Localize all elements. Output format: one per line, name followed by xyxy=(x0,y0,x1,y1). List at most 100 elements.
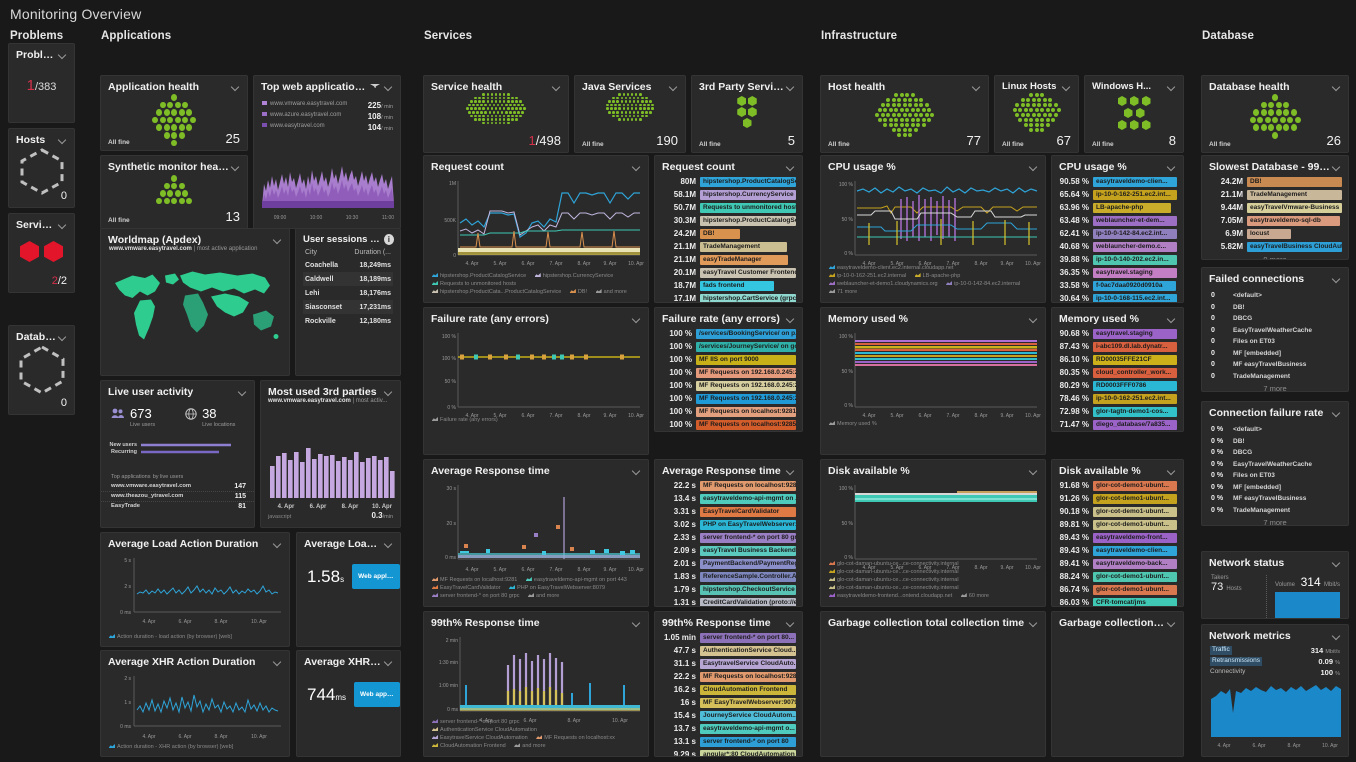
tile-memory-chart[interactable]: Memory used % 100 % 50 % 0 % 4. Apr 5. A… xyxy=(820,307,1046,455)
list-item[interactable]: 6.9M locust xyxy=(1209,228,1342,240)
chevron-down-icon[interactable] xyxy=(971,81,982,92)
list-item[interactable]: 1.79 s hipstershop.CheckoutService xyxy=(662,584,796,596)
chevron-down-icon[interactable] xyxy=(551,81,562,92)
chevron-down-icon[interactable] xyxy=(57,331,68,342)
chevron-down-icon[interactable] xyxy=(1166,617,1177,628)
list-item[interactable]: 1.83 s ReferenceSample.Controller.Azure xyxy=(662,571,796,583)
chevron-down-icon[interactable] xyxy=(383,538,394,549)
chevron-down-icon[interactable] xyxy=(785,161,796,172)
chevron-down-icon[interactable] xyxy=(57,49,68,60)
tile-average-load-action-duration[interactable]: Average Load Action Duration 5 s 2 s 0 m… xyxy=(100,532,290,647)
tile-services-problems[interactable]: Services 2/2 xyxy=(8,213,75,293)
list-item[interactable]: 89.43 % easytraveldemo-clien... xyxy=(1059,545,1177,557)
list-item[interactable]: 89.41 % easytraveldemo-back... xyxy=(1059,558,1177,570)
tile-application-health[interactable]: Application health All fine 25 xyxy=(100,75,248,151)
list-item[interactable]: 0 % MF easyTravelBusiness xyxy=(1211,493,1342,505)
tile-databases-problems[interactable]: Databa... 0 xyxy=(8,325,75,415)
chevron-down-icon[interactable] xyxy=(1331,557,1342,568)
chevron-down-icon[interactable] xyxy=(1166,161,1177,172)
tile-p99-list[interactable]: 99th% Response time 1.05 min server front… xyxy=(654,611,803,757)
list-item[interactable]: 88.24 % glor-cot-demo1-ubunt... xyxy=(1059,571,1177,583)
list-item[interactable]: 30.64 % ip-10-0-168-115.ec2.int... xyxy=(1059,293,1177,302)
list-item[interactable]: 13.4 s easytraveldemo-api-mgmt on ... xyxy=(662,493,796,505)
chevron-down-icon[interactable] xyxy=(1331,407,1342,418)
list-item[interactable]: 0 % <default> xyxy=(1211,424,1342,436)
tile-java-services[interactable]: Java Services All fine 190 xyxy=(574,75,686,153)
tile-cpu-list[interactable]: CPU usage % 90.58 % easytraveldemo-clien.… xyxy=(1051,155,1184,303)
tile-gc-chart[interactable]: Garbage collection total collection time xyxy=(820,611,1046,757)
list-item[interactable]: 30.3M hipstershop.ProductCatalogSe... xyxy=(662,215,796,227)
list-item[interactable]: 0 DB! xyxy=(1211,302,1342,314)
tile-live-user-activity[interactable]: Live user activity 673 Live users 38 Liv… xyxy=(100,380,255,528)
list-item[interactable]: 0 % DB! xyxy=(1211,436,1342,448)
tile-3rd-party-services[interactable]: 3rd Party Services All fine 5 xyxy=(691,75,803,153)
tile-memory-list[interactable]: Memory used % 90.68 % easytravel.staging 8… xyxy=(1051,307,1184,432)
connection-failure-more[interactable]: 7 more xyxy=(1263,518,1287,526)
list-item[interactable]: www.theazou_ytravel.com 115 xyxy=(101,492,254,502)
tile-hosts[interactable]: Hosts 0 xyxy=(8,128,75,208)
tile-synthetic-monitor-health[interactable]: Synthetic monitor health All fine 13 xyxy=(100,155,248,229)
list-item[interactable]: 58.1M hipstershop.CurrencyService xyxy=(662,189,796,201)
avg-xhr-chip[interactable]: Web applicati... xyxy=(354,682,400,707)
list-item[interactable]: 13.7 s easytraveldemo-api-mgmt o... xyxy=(662,723,796,735)
list-item[interactable]: 86.10 % RD00035FFE21CF xyxy=(1059,354,1177,366)
table-row[interactable]: Siasconset 17,231ms xyxy=(303,300,393,314)
list-item[interactable]: www.vmware.easytravel.com 147 xyxy=(101,482,254,492)
tile-connection-failure-rate[interactable]: Connection failure rate 0 % <default> 0 % D… xyxy=(1201,401,1349,526)
list-item[interactable]: 91.68 % glor-cot-demo1-ubunt... xyxy=(1059,480,1177,492)
table-row[interactable]: Rockville 12,180ms xyxy=(303,314,393,328)
list-item[interactable]: 5.82M easyTravelBusiness CloudAuto... xyxy=(1209,241,1342,253)
chevron-down-icon[interactable] xyxy=(1061,81,1072,92)
chevron-down-icon[interactable] xyxy=(57,219,68,230)
list-item[interactable]: 0 MF easyTravelBusiness xyxy=(1211,359,1342,371)
list-item[interactable]: 13.1 s server frontend-* on port 80 xyxy=(662,736,796,748)
list-item[interactable]: 100 % MF Requests on localhost:9281 xyxy=(662,406,796,418)
list-item[interactable]: 1.31 s CreditCardValidation (proto://ea..… xyxy=(662,597,796,606)
chevron-down-icon[interactable] xyxy=(785,465,796,476)
chevron-down-icon[interactable] xyxy=(230,161,241,172)
list-item[interactable]: 9.44M easyTravelVmware-Business xyxy=(1209,202,1342,214)
chevron-down-icon[interactable] xyxy=(57,134,68,145)
list-item[interactable]: 65.64 % ip-10-0-162-251.ec2.int... xyxy=(1059,189,1177,201)
tile-network-status[interactable]: Network status Takers 73 Hosts Volume 31… xyxy=(1201,551,1349,619)
list-item[interactable]: 100 % /services/JourneyService/ on go... xyxy=(662,341,796,353)
list-item[interactable]: 3.31 s EasyTravelCardValidator xyxy=(662,506,796,518)
tile-worldmap-apdex[interactable]: Worldmap (Apdex) www.vmware.easytravel.c… xyxy=(100,228,290,376)
tile-average-xhr-action-value[interactable]: Average XHR Ac... 744ms Web applicati... xyxy=(296,650,401,757)
chevron-down-icon[interactable] xyxy=(272,538,283,549)
list-item[interactable]: 0 % DBCG xyxy=(1211,447,1342,459)
chevron-down-icon[interactable] xyxy=(1166,465,1177,476)
filter-icon[interactable] xyxy=(369,81,381,93)
chevron-down-icon[interactable] xyxy=(1028,161,1039,172)
tile-request-count-chart[interactable]: Request count 1M 500K 0 4. Apr 5. Apr 6.… xyxy=(423,155,649,303)
list-item[interactable]: 0 % Files on ET03 xyxy=(1211,470,1342,482)
list-item[interactable]: 2.01 s PaymentBackend/PaymentReg... xyxy=(662,558,796,570)
list-item[interactable]: 3.02 s PHP on EasyTravelWebserver:8... xyxy=(662,519,796,531)
chevron-down-icon[interactable] xyxy=(272,234,283,245)
list-item[interactable]: 100 % MF Requests on 192.168.0.245:25 xyxy=(662,380,796,392)
tile-average-xhr-action-duration[interactable]: Average XHR Action Duration 2 s 1 s 0 ms… xyxy=(100,650,290,757)
list-item[interactable]: 39.88 % ip-10-0-140-202.ec2.in... xyxy=(1059,254,1177,266)
chevron-down-icon[interactable] xyxy=(383,656,394,667)
tile-failure-rate-list[interactable]: Failure rate (any errors) 100 % /services… xyxy=(654,307,803,432)
list-item[interactable]: 7.05M easytraveldemo-sql-db xyxy=(1209,215,1342,227)
list-item[interactable]: 0 % MF [embedded] xyxy=(1211,482,1342,494)
chevron-down-icon[interactable] xyxy=(785,617,796,628)
tile-problems[interactable]: Problems 1/383 xyxy=(8,43,75,123)
list-item[interactable]: 21.1M TradeManagement xyxy=(662,241,796,253)
chevron-down-icon[interactable] xyxy=(631,465,642,476)
tile-service-health[interactable]: Service health 1/498 xyxy=(423,75,569,153)
chevron-down-icon[interactable] xyxy=(383,386,394,397)
chevron-down-icon[interactable] xyxy=(1331,630,1342,641)
chevron-down-icon[interactable] xyxy=(1331,81,1342,92)
tile-linux-hosts[interactable]: Linux Hosts All fine 67 xyxy=(994,75,1079,153)
list-item[interactable]: 50.7M Requests to unmonitored hosts xyxy=(662,202,796,214)
info-icon[interactable]: i xyxy=(383,234,394,245)
list-item[interactable]: 24.2M DB! xyxy=(662,228,796,240)
tile-gc-list[interactable]: Garbage collection to... xyxy=(1051,611,1184,757)
list-item[interactable]: 16.2 s CloudAutomation Frontend xyxy=(662,684,796,696)
chevron-down-icon[interactable] xyxy=(1166,313,1177,324)
list-item[interactable]: 2.09 s easyTravel Business Backend xyxy=(662,545,796,557)
list-item[interactable]: 80M hipstershop.ProductCatalogSe... xyxy=(662,176,796,188)
tile-network-metrics[interactable]: Network metrics Traffic 314 Mbit/s Retran… xyxy=(1201,624,1349,757)
